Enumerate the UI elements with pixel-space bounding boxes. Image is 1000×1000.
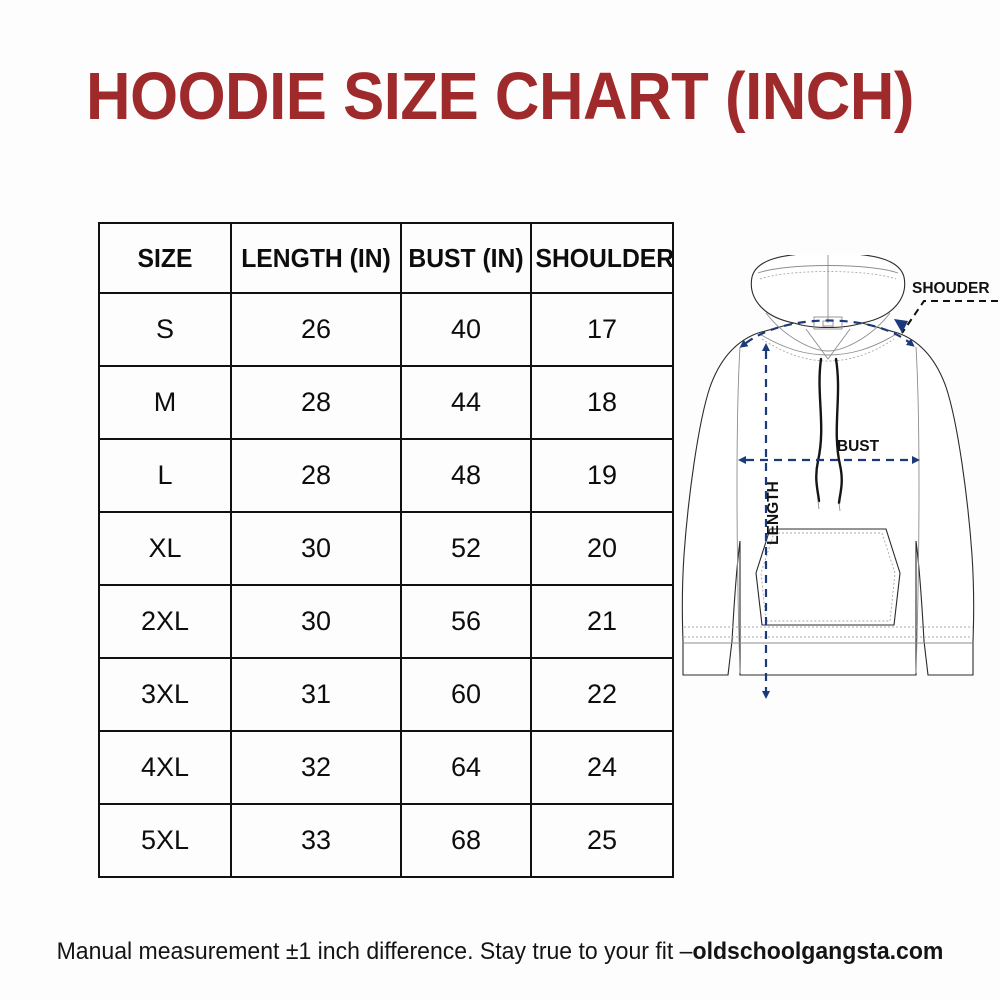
table-row: 3XL 31 60 22: [98, 657, 674, 732]
cell-size: 2XL: [98, 584, 232, 659]
cell-shoulder: 18: [530, 365, 674, 440]
cell-size: M: [98, 365, 232, 440]
cell-shoulder: 20: [530, 511, 674, 586]
column-header-length: LENGTH (IN): [234, 222, 398, 294]
length-label: LENGTH: [765, 481, 782, 545]
cell-shoulder: 17: [530, 292, 674, 367]
cell-bust: 44: [400, 365, 532, 440]
column-header-bust: BUST (IN): [403, 222, 529, 294]
cell-size: S: [98, 292, 232, 367]
cell-bust: 48: [400, 438, 532, 513]
cell-shoulder: 24: [530, 730, 674, 805]
cell-length: 30: [230, 584, 402, 659]
cell-size: 4XL: [98, 730, 232, 805]
size-chart-table: SIZE LENGTH (IN) BUST (IN) SHOULDER S 26…: [98, 222, 674, 878]
column-header-size: SIZE: [101, 222, 229, 294]
table-row: 4XL 32 64 24: [98, 730, 674, 805]
column-header-shoulder: SHOULDER: [533, 222, 674, 294]
table-row: 2XL 30 56 21: [98, 584, 674, 659]
page-title: HOODIE SIZE CHART (INCH): [86, 59, 914, 134]
cell-length: 33: [230, 803, 402, 878]
cell-bust: 56: [400, 584, 532, 659]
bust-label: BUST: [837, 438, 880, 455]
cell-bust: 52: [400, 511, 532, 586]
cell-length: 26: [230, 292, 402, 367]
cell-shoulder: 22: [530, 657, 674, 732]
footer-website: oldschoolgangsta.com: [692, 938, 944, 965]
cell-length: 28: [230, 438, 402, 513]
table-row: XL 30 52 20: [98, 511, 674, 586]
cell-size: 5XL: [98, 803, 232, 878]
shoulder-label: SHOUDER: [912, 280, 990, 297]
cell-length: 31: [230, 657, 402, 732]
cell-size: XL: [98, 511, 232, 586]
cell-shoulder: 25: [530, 803, 674, 878]
cell-size: L: [98, 438, 232, 513]
cell-shoulder: 21: [530, 584, 674, 659]
cell-bust: 60: [400, 657, 532, 732]
table-row: 5XL 33 68 25: [98, 803, 674, 878]
cell-length: 28: [230, 365, 402, 440]
footer-note-text: Manual measurement ±1 inch difference. S…: [56, 938, 693, 965]
table-row: L 28 48 19: [98, 438, 674, 513]
cell-length: 32: [230, 730, 402, 805]
table-header-row: SIZE LENGTH (IN) BUST (IN) SHOULDER: [99, 222, 674, 294]
cell-bust: 68: [400, 803, 532, 878]
cell-bust: 40: [400, 292, 532, 367]
cell-bust: 64: [400, 730, 532, 805]
cell-length: 30: [230, 511, 402, 586]
hoodie-diagram: SHOUDER BUST LENGTH: [666, 255, 1000, 735]
table-row: S 26 40 17: [98, 292, 674, 367]
table-row: M 28 44 18: [98, 365, 674, 440]
footer-note: Manual measurement ±1 inch difference. S…: [20, 938, 980, 966]
cell-shoulder: 19: [530, 438, 674, 513]
cell-size: 3XL: [98, 657, 232, 732]
